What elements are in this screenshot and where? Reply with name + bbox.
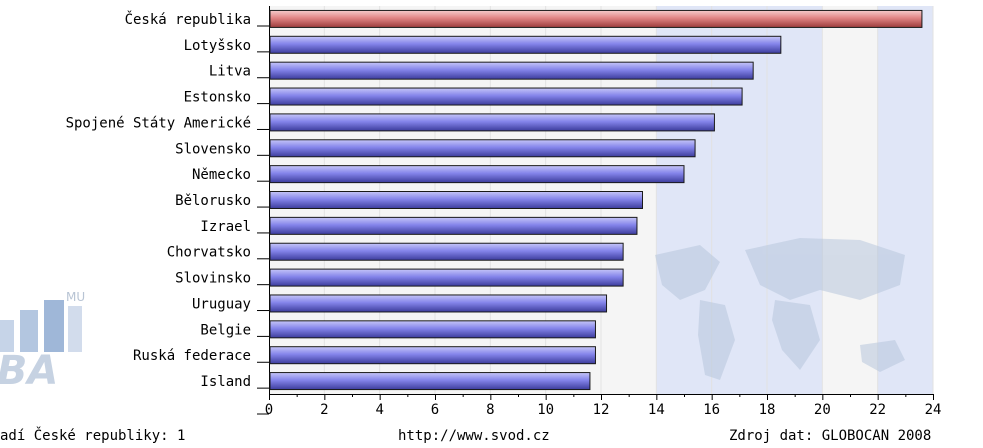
bar-2 xyxy=(269,61,754,80)
footer-center: http://www.svod.cz xyxy=(398,428,550,444)
bar-7 xyxy=(269,191,643,209)
x-tick-labels: 0 2 4 6 8 10 12 14 16 18 20 22 24 xyxy=(265,402,942,418)
logo-bar-3 xyxy=(44,300,64,352)
category-label-7: Bělorusko xyxy=(175,193,251,209)
x-tick-label-6: 6 xyxy=(431,402,439,418)
band-5 xyxy=(877,6,933,394)
category-label-6: Německo xyxy=(192,167,251,183)
category-label-2: Litva xyxy=(209,64,251,80)
x-tick-label-2: 2 xyxy=(320,402,328,418)
footer-right: Zdroj dat: GLOBOCAN 2008 xyxy=(729,428,932,444)
category-label-3: Estonsko xyxy=(184,90,251,106)
bar-11 xyxy=(269,294,608,313)
x-tick-label-24: 24 xyxy=(925,402,942,418)
x-tick-label-22: 22 xyxy=(869,402,886,418)
logo-bar-1 xyxy=(0,320,14,352)
bar-6 xyxy=(269,165,685,184)
bar-8 xyxy=(269,216,638,235)
category-label-10: Slovinsko xyxy=(175,271,251,287)
x-tick-label-12: 12 xyxy=(593,402,610,418)
x-tick-label-20: 20 xyxy=(814,402,831,418)
category-label-4: Spojené Státy Americké xyxy=(66,115,251,131)
bar-0 xyxy=(269,9,923,28)
x-tick-label-10: 10 xyxy=(537,402,554,418)
category-labels: Česká republika Lotyšsko Litva Estonsko Spoj… xyxy=(66,10,251,390)
category-label-14: Island xyxy=(200,374,251,390)
category-label-12: Belgie xyxy=(200,322,251,338)
bar-5 xyxy=(269,139,696,158)
category-label-11: Uruguay xyxy=(192,296,251,312)
category-label-13: Ruská federace xyxy=(133,348,251,364)
world-map-watermark xyxy=(655,238,905,380)
logo-bar-4 xyxy=(68,306,82,352)
category-label-8: Izrael xyxy=(200,219,251,235)
logo-superscript: MU xyxy=(66,290,86,304)
x-tick-label-16: 16 xyxy=(703,402,720,418)
x-tick-label-18: 18 xyxy=(759,402,776,418)
bars xyxy=(269,9,923,391)
x-tick-label-14: 14 xyxy=(648,402,665,418)
bar-1 xyxy=(269,35,782,54)
bar-13 xyxy=(269,346,596,365)
band-4 xyxy=(822,6,878,394)
x-tick-label-0: 0 xyxy=(265,402,273,418)
bar-14 xyxy=(269,372,591,391)
bar-3 xyxy=(269,87,743,106)
x-tick-label-4: 4 xyxy=(375,402,383,418)
bar-10 xyxy=(269,268,624,287)
logo-text: IBA xyxy=(0,348,59,394)
bar-12 xyxy=(269,320,596,339)
category-label-5: Slovensko xyxy=(175,141,251,157)
bar-4 xyxy=(269,113,715,132)
bar-9 xyxy=(269,242,624,261)
footer-left: adí České republiky: 1 xyxy=(0,428,186,444)
x-tick-label-8: 8 xyxy=(486,402,494,418)
logo: MU IBA xyxy=(0,290,100,400)
category-label-1: Lotyšsko xyxy=(184,38,251,54)
category-label-9: Chorvatsko xyxy=(167,245,251,261)
category-label-0: Česká republika xyxy=(125,10,251,28)
logo-bar-2 xyxy=(20,310,38,352)
